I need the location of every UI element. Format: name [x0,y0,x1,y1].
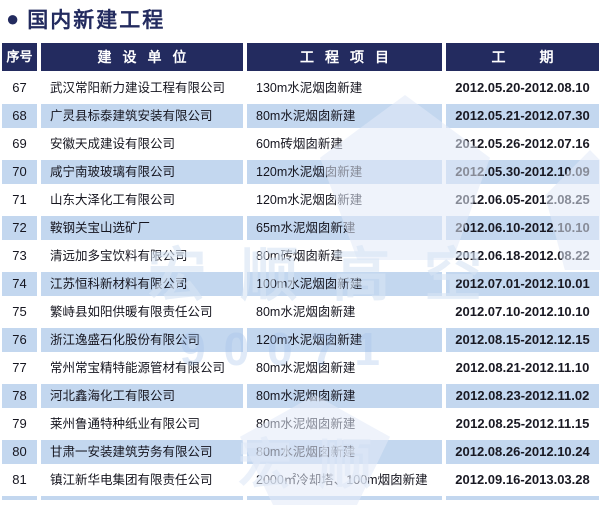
bullet-icon: ● [6,6,20,31]
row-no: 67 [12,80,27,95]
row-period: 2012.07.10-2012.10.10 [455,304,590,319]
row-period: 2012.06.18-2012.08.22 [455,248,590,263]
table-header: 序号 建设单位 工程项目 工期 [0,43,599,71]
table-row: 81 镇江新华电集团有限责任公司 2000㎡冷却塔、100m烟囱新建 2012.09.… [0,468,600,492]
page-title-text: 国内新建工程 [27,9,166,32]
table-row: 70 咸宁南玻玻璃有限公司 120m水泥烟囱新建 2012.05.30-2012.10… [0,160,600,184]
row-period: 2012.09.16-2013.03.28 [455,472,590,487]
row-company: 镇江新华电集团有限责任公司 [50,473,213,487]
row-no: 68 [2,104,37,128]
row-no: 78 [2,384,37,408]
table-row: 75 繁峙县如阳供暖有限责任公司 80m水泥烟囱新建 2012.07.10-2012.… [0,300,600,324]
next-row-partial [0,496,600,500]
page-title: ● 国内新建工程 [6,3,165,35]
row-company: 繁峙县如阳供暖有限责任公司 [50,305,213,319]
table-row: 73 清远加多宝饮料有限公司 80m砖烟囱新建 2012.06.18-2012.08.… [0,244,600,268]
row-company: 河北鑫海化工有限公司 [41,384,243,408]
row-period: 2012.08.23-2012.11.02 [446,384,599,408]
row-project: 120m水泥烟囱新建 [247,160,442,184]
row-no: 71 [12,192,27,207]
row-no: 74 [2,272,37,296]
row-project: 80m水泥烟囱新建 [256,417,356,431]
row-company: 武汉常阳新力建设工程有限公司 [50,81,226,95]
row-no: 81 [12,472,27,487]
row-company: 山东大泽化工有限公司 [50,193,176,207]
row-project: 130m水泥烟囱新建 [256,81,363,95]
column-header-no: 序号 [2,43,37,71]
row-no: 70 [2,160,37,184]
row-project: 100m水泥烟囱新建 [247,272,442,296]
row-period: 2012.05.20-2012.08.10 [455,80,590,95]
row-project: 80m水泥烟囱新建 [256,361,356,375]
row-project: 80m水泥烟囱新建 [247,104,442,128]
table-row: 68 广灵县标泰建筑安装有限公司 80m水泥烟囱新建 2012.05.21-2012.… [0,104,600,128]
row-no: 69 [12,136,27,151]
table-row: 67 武汉常阳新力建设工程有限公司 130m水泥烟囱新建 2012.05.20-201… [0,76,600,100]
row-company: 鞍钢关宝山选矿厂 [41,216,243,240]
table-row: 72 鞍钢关宝山选矿厂 65m水泥烟囱新建 2012.06.10-2012.10.10 [0,216,600,240]
row-project: 2000㎡冷却塔、100m烟囱新建 [256,473,428,487]
table-row: 76 浙江逸盛石化股份有限公司 120m水泥烟囱新建 2012.08.15-2012.… [0,328,600,352]
row-period: 2012.05.30-2012.10.09 [446,160,599,184]
row-period: 2012.08.15-2012.12.15 [446,328,599,352]
table-row: 80 甘肃一安装建筑劳务有限公司 80m水泥烟囱新建 2012.08.26-2012.… [0,440,600,464]
row-project: 60m砖烟囱新建 [256,137,343,151]
row-company: 常州常宝精特能源管材有限公司 [50,361,226,375]
row-no: 79 [12,416,27,431]
row-project: 80m砖烟囱新建 [256,249,343,263]
row-no: 72 [2,216,37,240]
row-project: 120m水泥烟囱新建 [256,193,363,207]
row-period: 2012.08.25-2012.11.15 [455,416,590,431]
row-project: 80m水泥烟囱新建 [247,440,442,464]
row-company: 安徽天成建设有限公司 [50,137,176,151]
row-no: 80 [2,440,37,464]
row-period: 2012.06.10-2012.10.10 [446,216,599,240]
row-company: 莱州鲁通特种纸业有限公司 [50,417,201,431]
row-project: 80m水泥烟囱新建 [256,305,356,319]
row-no: 73 [12,248,27,263]
column-header-period-label: 工期 [491,49,588,65]
row-period: 2012.08.26-2012.10.24 [446,440,599,464]
row-period: 2012.08.21-2012.11.10 [455,360,590,375]
row-company: 江苏恒科新材料有限公司 [41,272,243,296]
row-project: 65m水泥烟囱新建 [247,216,442,240]
table-row: 74 江苏恒科新材料有限公司 100m水泥烟囱新建 2012.07.01-2012.1… [0,272,600,296]
table-row: 78 河北鑫海化工有限公司 80m水泥烟囱新建 2012.08.23-2012.11.… [0,384,600,408]
row-company: 甘肃一安装建筑劳务有限公司 [41,440,243,464]
table-row: 79 莱州鲁通特种纸业有限公司 80m水泥烟囱新建 2012.08.25-2012.1… [0,412,600,436]
row-project: 80m水泥烟囱新建 [247,384,442,408]
column-header-no-label: 序号 [6,49,33,64]
row-company: 咸宁南玻玻璃有限公司 [41,160,243,184]
column-header-project-label: 工程项目 [300,49,400,65]
row-period: 2012.06.05-2012.08.25 [455,192,590,207]
row-period: 2012.07.01-2012.10.01 [446,272,599,296]
row-period: 2012.05.26-2012.07.16 [455,136,590,151]
table-row: 77 常州常宝精特能源管材有限公司 80m水泥烟囱新建 2012.08.21-2012… [0,356,600,380]
table-row: 71 山东大泽化工有限公司 120m水泥烟囱新建 2012.06.05-2012.08… [0,188,600,212]
row-no: 77 [12,360,27,375]
row-project: 120m水泥烟囱新建 [247,328,442,352]
column-header-project: 工程项目 [247,43,442,71]
row-company: 清远加多宝饮料有限公司 [50,249,188,263]
table-row: 69 安徽天成建设有限公司 60m砖烟囱新建 2012.05.26-2012.07.1… [0,132,600,156]
column-header-company-label: 建设单位 [97,49,198,65]
column-header-period: 工期 [446,43,599,71]
row-company: 广灵县标泰建筑安装有限公司 [41,104,243,128]
table-body: 67 武汉常阳新力建设工程有限公司 130m水泥烟囱新建 2012.05.20-201… [0,76,600,496]
row-no: 75 [12,304,27,319]
row-company: 浙江逸盛石化股份有限公司 [41,328,243,352]
row-period: 2012.05.21-2012.07.30 [446,104,599,128]
column-header-company: 建设单位 [41,43,243,71]
row-no: 76 [2,328,37,352]
